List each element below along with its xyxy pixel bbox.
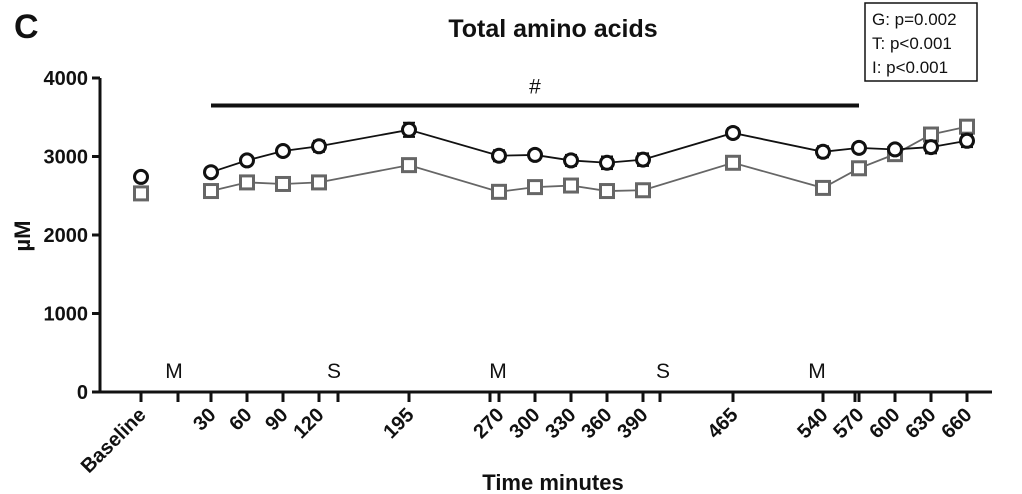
circle-point	[815, 143, 831, 160]
square-point	[203, 183, 219, 200]
square-point	[563, 177, 579, 194]
square-point	[527, 179, 543, 196]
circle-point	[851, 139, 867, 156]
circle-point	[959, 132, 975, 149]
circle-point	[563, 152, 579, 169]
stats-i: I: p<0.001	[872, 58, 948, 77]
circle-point	[275, 143, 291, 160]
x-tick-label: 330	[541, 404, 580, 443]
x-tick-label: 195	[379, 404, 418, 443]
panel-label: C	[14, 8, 39, 46]
square-point	[239, 174, 255, 191]
x-tick-label: 300	[505, 404, 544, 443]
significance-label: #	[529, 75, 541, 98]
stats-g: G: p=0.002	[872, 10, 957, 29]
circle-point	[725, 124, 741, 141]
square-point	[635, 182, 651, 199]
x-tick-label: 600	[865, 404, 904, 443]
chart-title: Total amino acids	[448, 15, 657, 43]
x-tick-label: 90	[261, 404, 292, 435]
circle-point	[401, 121, 417, 138]
meal-label: S	[656, 360, 670, 383]
y-tick-label: 3000	[44, 147, 89, 169]
x-tick-label: 465	[703, 404, 742, 443]
square-point	[133, 185, 149, 202]
x-tick-label: 390	[613, 404, 652, 443]
circle-point	[599, 154, 615, 171]
x-tick-label: 270	[469, 404, 508, 443]
stats-t: T: p<0.001	[872, 34, 952, 53]
square-point	[815, 179, 831, 196]
meal-label: S	[327, 360, 341, 383]
x-tick-label: Baseline	[77, 404, 151, 478]
x-axis-title: Time minutes	[482, 470, 623, 494]
meal-label: M	[489, 360, 507, 383]
y-tick-label: 2000	[44, 225, 89, 247]
x-tick-label: 660	[937, 404, 976, 443]
annotations: # M S M S M	[165, 75, 859, 383]
stats-box: G: p=0.002 T: p<0.001 I: p<0.001	[864, 2, 978, 82]
circle-point	[635, 151, 651, 168]
circle-point	[311, 138, 327, 155]
series-circle-line	[210, 128, 968, 174]
square-point	[725, 154, 741, 171]
x-tick-label: 360	[577, 404, 616, 443]
circle-point	[239, 152, 255, 169]
x-tick-label: 630	[901, 404, 940, 443]
y-tick-label: 1000	[44, 304, 89, 326]
square-point	[491, 183, 507, 200]
x-tick-label: 570	[829, 404, 868, 443]
meal-label: M	[808, 360, 826, 383]
meal-label: M	[165, 360, 183, 383]
circle-point	[491, 147, 507, 164]
square-point	[851, 160, 867, 177]
square-point	[959, 118, 975, 135]
square-point	[401, 157, 417, 174]
data-marks	[133, 118, 975, 202]
circle-point	[923, 139, 939, 156]
x-tick-label: 30	[189, 404, 220, 435]
x-tick-label: 120	[289, 404, 328, 443]
y-tick-label: 4000	[44, 68, 89, 90]
y-axis-title: µM	[10, 220, 35, 251]
circle-point	[133, 168, 149, 185]
circle-point	[203, 164, 219, 181]
x-tick-label: 60	[225, 404, 256, 435]
square-point	[923, 126, 939, 143]
series-square-line	[210, 125, 968, 193]
square-point	[599, 183, 615, 200]
circle-point	[887, 141, 903, 158]
square-point	[275, 175, 291, 192]
square-point	[311, 174, 327, 191]
stats-box-frame	[864, 2, 978, 82]
circle-point	[527, 146, 543, 163]
x-tick-label: 540	[793, 404, 832, 443]
y-tick-label: 0	[77, 382, 88, 404]
